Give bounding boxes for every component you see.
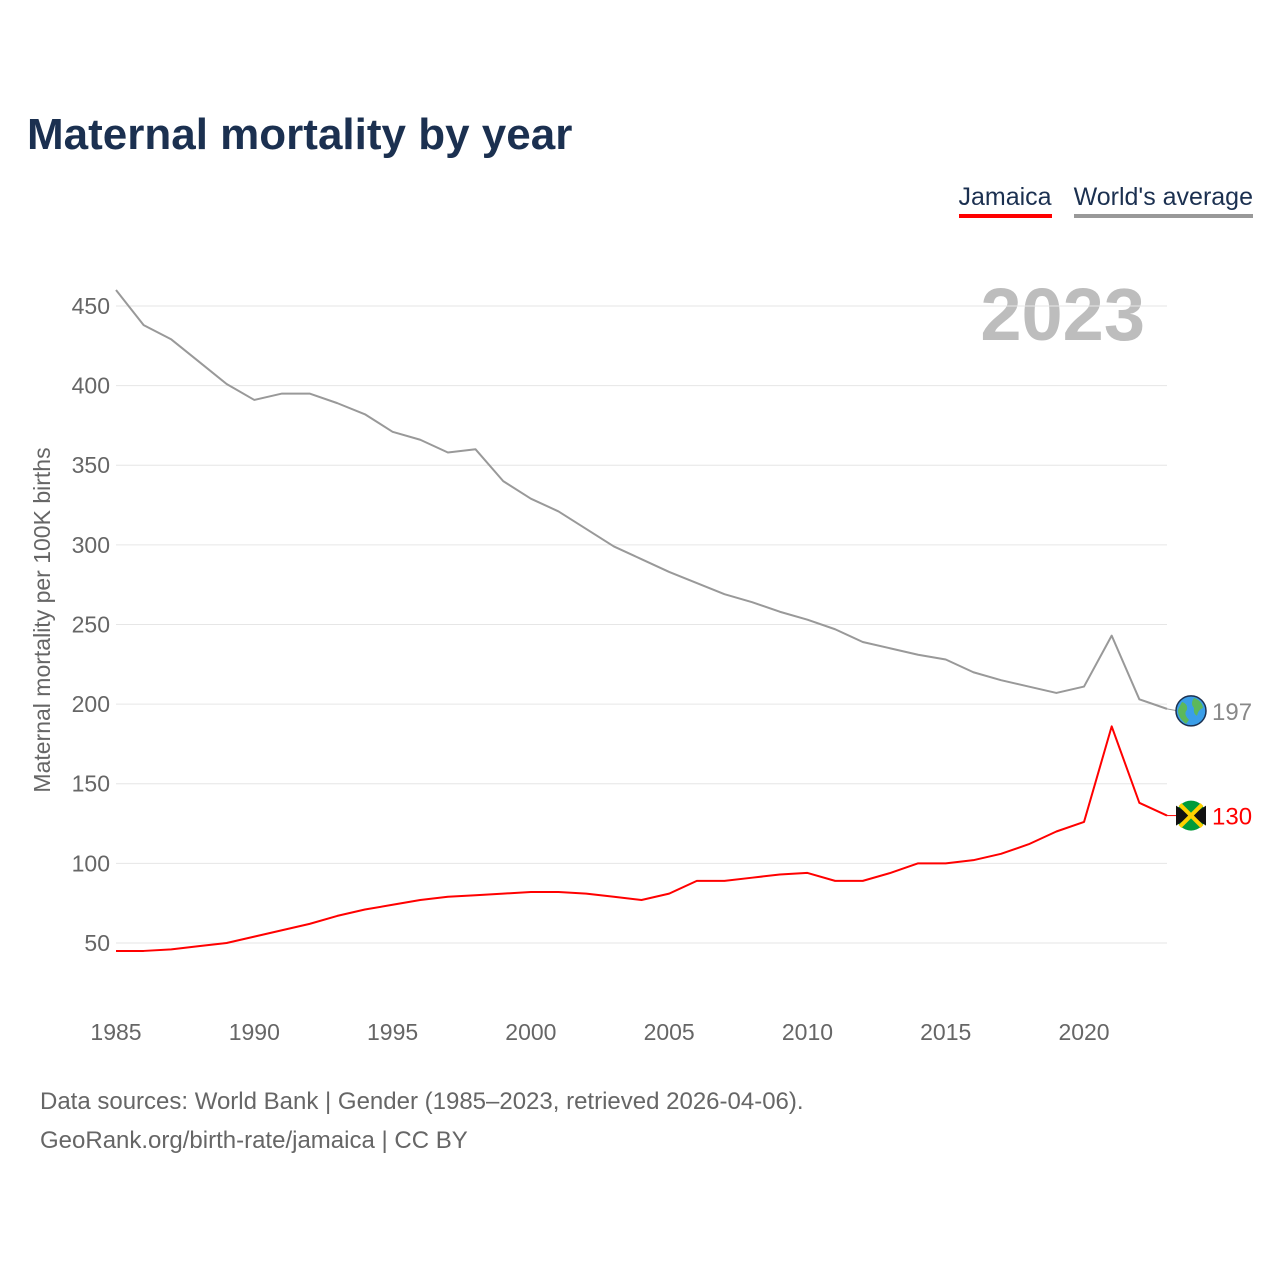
x-tick-label: 2020 — [1058, 1019, 1109, 1045]
series-line-world-average — [115, 289, 1168, 710]
x-tick-label: 2005 — [644, 1019, 695, 1045]
x-tick-label: 1995 — [367, 1019, 418, 1045]
x-tick-label: 2000 — [505, 1019, 556, 1045]
series-line-jamaica — [116, 725, 1168, 952]
jamaica-flag-icon — [1178, 803, 1204, 828]
legend-jamaica[interactable]: Jamaica — [958, 183, 1052, 218]
legend: Jamaica World's average — [958, 183, 1253, 218]
y-tick-label: 450 — [72, 293, 110, 319]
x-tick-label: 2010 — [782, 1019, 833, 1045]
legend-world-average[interactable]: World's average — [1073, 183, 1253, 218]
y-tick-label: 250 — [72, 611, 110, 637]
y-tick-label: 400 — [72, 373, 110, 399]
y-axis-label: Maternal mortality per 100K births — [29, 447, 55, 792]
y-tick-label: 300 — [72, 532, 110, 558]
chart-title: Maternal mortality by year — [27, 110, 573, 159]
y-tick-label: 100 — [72, 850, 110, 876]
x-tick-label: 1985 — [90, 1019, 141, 1045]
footer-link[interactable]: GeoRank.org/birth-rate/jamaica | CC BY — [40, 1127, 468, 1154]
globe-icon — [1178, 697, 1203, 724]
y-tick-label: 350 — [72, 452, 110, 478]
x-tick-label: 1990 — [229, 1019, 280, 1045]
x-tick-label: 2015 — [920, 1019, 971, 1045]
footer-source: Data sources: World Bank | Gender (1985–… — [40, 1088, 804, 1115]
y-tick-label: 150 — [72, 771, 110, 797]
year-label: 2023 — [980, 273, 1145, 356]
end-value-label: 130 — [1212, 804, 1252, 831]
y-tick-label: 200 — [72, 691, 110, 717]
y-tick-label: 50 — [84, 930, 110, 956]
end-value-label: 197 — [1212, 699, 1252, 726]
